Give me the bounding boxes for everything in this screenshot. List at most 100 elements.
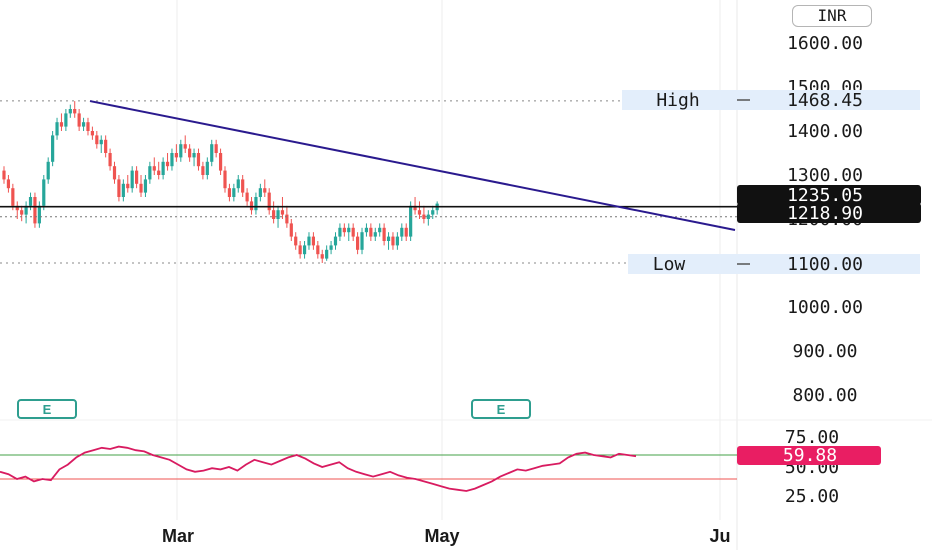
candle-body	[325, 249, 329, 259]
candle-body	[232, 188, 236, 197]
price-tick: 1600.00	[787, 33, 863, 54]
event-marker-1[interactable]: E	[17, 399, 77, 419]
candle-body	[316, 245, 320, 255]
price-badge-1235-text: 1235.05	[787, 185, 863, 206]
rsi-tick: 25.00	[785, 486, 839, 507]
candle-body	[236, 179, 240, 189]
event-marker-label: E	[43, 402, 52, 417]
candle-body	[90, 131, 94, 136]
candle-body	[143, 179, 148, 193]
low-label-text: Low	[653, 254, 686, 275]
price-badge-1218-text: 1218.90	[787, 203, 863, 224]
candle-body	[311, 236, 315, 246]
candle-body	[417, 210, 422, 215]
candle-body	[24, 205, 28, 215]
candle-body	[51, 135, 55, 162]
candle-body	[11, 188, 15, 206]
price-tick: 900.00	[792, 341, 857, 362]
candle-body	[307, 236, 311, 246]
candle-body	[241, 179, 245, 193]
candle-body	[431, 210, 435, 215]
candle-body	[33, 197, 37, 224]
candle-body	[28, 197, 33, 206]
price-tick: 1400.00	[787, 121, 863, 142]
high-label: High 1468.45	[622, 90, 920, 111]
candle-body	[351, 227, 355, 237]
candle-body	[130, 170, 134, 189]
candle-body	[6, 179, 11, 189]
currency-selector[interactable]: INR	[792, 5, 872, 27]
candle-body	[148, 166, 152, 180]
candle-body	[68, 109, 72, 114]
event-marker-2[interactable]: E	[471, 399, 531, 419]
candle-body	[165, 161, 170, 167]
candle-body	[426, 214, 430, 219]
candle-body	[258, 188, 262, 197]
candle-body	[2, 170, 6, 180]
candle-body	[254, 197, 258, 211]
rsi-badge: 59.88	[737, 445, 881, 466]
candle-body	[302, 245, 307, 255]
trendline	[89, 100, 736, 231]
candle-body	[157, 170, 161, 175]
candle-body	[249, 201, 254, 211]
low-value: 1100.00	[787, 254, 863, 275]
candle-body	[46, 161, 50, 180]
candle-body	[188, 148, 192, 158]
candle-body	[373, 232, 377, 237]
candle-body	[395, 236, 399, 246]
candle-body	[139, 183, 143, 193]
candle-body	[347, 227, 351, 233]
candle-body	[210, 144, 214, 162]
candle-body	[135, 170, 139, 184]
candle-body	[360, 232, 364, 250]
candle-body	[59, 122, 64, 127]
candle-body	[294, 236, 298, 246]
candle-body	[400, 227, 404, 237]
candle-body	[121, 183, 125, 197]
candle-body	[267, 192, 271, 211]
candle-body	[183, 144, 187, 149]
candle-body	[55, 122, 59, 136]
candle-body	[378, 227, 382, 233]
price-tick: 1000.00	[787, 297, 863, 318]
event-marker-label: E	[497, 402, 506, 417]
candle-body	[108, 153, 112, 167]
candle-body	[95, 135, 99, 145]
candle-body	[223, 170, 227, 189]
price-tick: 1300.00	[787, 165, 863, 186]
candle-body	[179, 144, 183, 158]
low-label: Low 1100.00	[628, 254, 920, 275]
candle-body	[192, 153, 196, 158]
candle-body	[214, 144, 218, 153]
candle-body	[263, 188, 267, 193]
candle-body	[413, 205, 417, 211]
candle-body	[280, 210, 285, 215]
candle-body	[99, 139, 103, 145]
candle-body	[289, 223, 293, 237]
candle-body	[272, 210, 276, 219]
rsi-line	[0, 445, 637, 492]
candle-body	[404, 227, 408, 237]
price-badge-1235: 1235.05	[737, 185, 921, 206]
candle-body	[201, 166, 205, 175]
candle-body	[15, 205, 19, 211]
candle-body	[245, 192, 249, 202]
candle-body	[117, 179, 121, 197]
candle-body	[329, 245, 333, 250]
candle-body	[338, 227, 342, 237]
candle-body	[42, 179, 46, 206]
candle-body	[369, 227, 373, 237]
candle-body	[320, 254, 324, 259]
candle-body	[20, 210, 24, 215]
date-label-mar: Mar	[162, 526, 194, 546]
candle-body	[276, 210, 280, 219]
candle-body	[77, 113, 81, 127]
candle-body	[73, 109, 77, 114]
candle-body	[86, 122, 90, 131]
candle-body	[391, 236, 395, 246]
candle-body	[382, 227, 386, 241]
candle-body	[409, 205, 413, 237]
candle-body	[81, 122, 86, 127]
